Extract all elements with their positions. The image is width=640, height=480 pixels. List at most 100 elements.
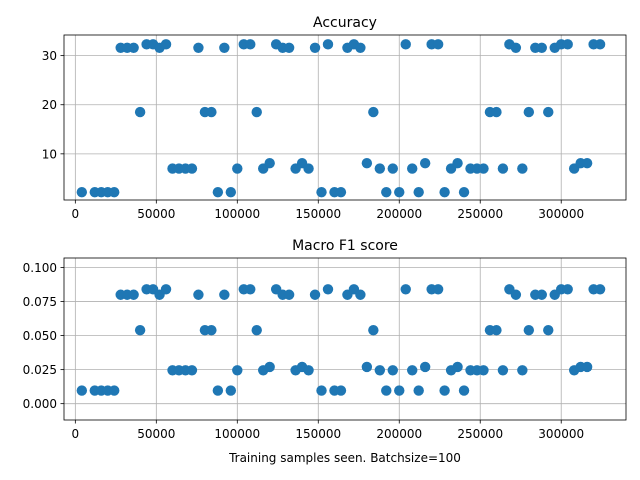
data-point	[264, 361, 275, 373]
x-tick-label: 250000	[457, 427, 503, 441]
data-point	[581, 361, 593, 373]
data-point	[264, 157, 275, 169]
data-point	[193, 42, 204, 53]
data-point	[413, 385, 424, 396]
data-point	[186, 365, 198, 376]
chart-title: Accuracy	[313, 15, 377, 31]
y-tick-label: 0.000	[23, 397, 57, 411]
data-point	[109, 186, 120, 198]
data-point	[232, 365, 243, 376]
x-tick-label: 50000	[137, 207, 175, 221]
data-point	[128, 42, 139, 53]
y-tick-label: 10	[42, 147, 57, 161]
data-point	[219, 289, 230, 300]
x-tick-label: 50000	[137, 427, 175, 441]
data-point	[419, 361, 431, 373]
data-point	[536, 289, 547, 300]
y-tick-label: 30	[42, 49, 57, 63]
data-point	[387, 163, 398, 174]
data-point	[543, 324, 554, 336]
data-point	[361, 157, 373, 169]
data-point	[160, 39, 172, 50]
data-point	[497, 365, 509, 376]
data-point	[491, 106, 502, 118]
data-point	[212, 385, 224, 396]
data-point	[245, 284, 256, 295]
data-point	[400, 284, 411, 295]
data-point	[206, 324, 217, 336]
data-point	[478, 365, 489, 376]
data-point	[134, 106, 146, 118]
y-tick-label: 20	[42, 98, 57, 112]
data-point	[478, 163, 489, 174]
accuracy-subplot: 0 50000 100000 150000 200000 250000 300000 10 20…	[42, 15, 627, 221]
data-point	[458, 186, 470, 198]
data-point	[543, 106, 554, 118]
data-point	[374, 163, 386, 174]
data-point	[523, 106, 535, 118]
data-point	[400, 39, 411, 50]
data-point	[562, 284, 573, 295]
data-point	[536, 42, 547, 53]
data-point	[109, 385, 120, 396]
chart-title: Macro F1 score	[292, 238, 398, 254]
data-point	[452, 157, 463, 169]
data-point	[491, 324, 502, 336]
data-point	[245, 39, 256, 50]
data-point	[335, 385, 347, 396]
y-tick-label: 0.100	[23, 261, 57, 275]
x-tick-label: 250000	[457, 207, 503, 221]
data-point	[439, 186, 450, 198]
data-point	[407, 365, 418, 376]
data-point	[212, 186, 224, 198]
data-point	[309, 42, 321, 53]
data-point	[232, 163, 243, 174]
macro-f1-subplot: 0 50000 100000 150000 200000 250000 300000 0.00…	[23, 238, 627, 465]
data-point	[335, 186, 347, 198]
data-point	[303, 365, 314, 376]
data-point	[309, 289, 321, 300]
x-tick-label: 200000	[376, 427, 422, 441]
x-tick-label: 300000	[538, 427, 584, 441]
data-point	[594, 39, 606, 50]
data-point	[160, 284, 172, 295]
data-point	[206, 106, 217, 118]
data-point	[251, 324, 262, 336]
x-tick-label: 100000	[214, 427, 260, 441]
data-point	[394, 385, 405, 396]
data-point	[452, 361, 463, 373]
data-point	[432, 284, 444, 295]
x-tick-label: 0	[72, 207, 80, 221]
data-point	[316, 385, 327, 396]
data-point	[368, 106, 379, 118]
data-point	[517, 163, 528, 174]
data-point	[225, 186, 237, 198]
data-point	[355, 289, 366, 300]
data-point	[283, 42, 295, 53]
x-axis-label: Training samples seen. Batchsize=100	[228, 451, 461, 465]
data-point	[407, 163, 418, 174]
x-tick-label: 200000	[376, 207, 422, 221]
data-point	[303, 163, 314, 174]
data-point	[76, 385, 88, 396]
x-tick-label: 300000	[538, 207, 584, 221]
y-tick-label: 0.050	[23, 329, 57, 343]
data-point	[413, 186, 424, 198]
x-tick-label: 150000	[295, 207, 341, 221]
data-point	[510, 42, 522, 53]
data-point	[419, 157, 431, 169]
data-point	[562, 39, 573, 50]
data-point	[361, 361, 373, 373]
data-point	[432, 39, 444, 50]
data-point	[381, 385, 392, 396]
x-tick-label: 0	[72, 427, 80, 441]
data-point	[355, 42, 366, 53]
plot-frame	[63, 257, 627, 421]
data-point	[193, 289, 204, 300]
y-tick-label: 0.075	[23, 295, 57, 309]
y-tick-label: 0.025	[23, 363, 57, 377]
data-point	[368, 324, 379, 336]
data-point	[497, 163, 509, 174]
data-point	[523, 324, 535, 336]
